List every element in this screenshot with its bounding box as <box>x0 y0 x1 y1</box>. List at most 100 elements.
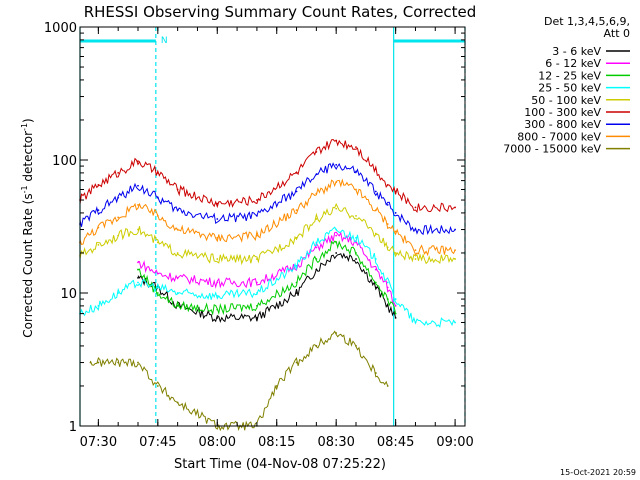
legend-label: 6 - 12 keV <box>545 57 601 70</box>
data-point <box>137 281 139 284</box>
data-point <box>216 308 219 311</box>
data-point <box>454 258 456 260</box>
data-point <box>97 209 100 212</box>
data-point <box>374 372 377 374</box>
data-point <box>256 304 258 307</box>
data-point <box>394 252 397 254</box>
data-point <box>156 214 159 217</box>
series-25-50keV <box>79 226 456 328</box>
series-line <box>79 226 456 328</box>
data-point <box>216 281 219 284</box>
y-axis-label-part: detector <box>21 131 35 186</box>
y-tick-label: 10 <box>60 287 77 302</box>
x-tick-label: 08:45 <box>377 435 414 450</box>
data-point <box>295 190 298 193</box>
x-tick-label: 08:15 <box>258 435 295 450</box>
data-point <box>295 209 298 212</box>
legend-label: 7000 - 15000 keV <box>503 143 601 156</box>
data-point <box>335 181 338 184</box>
chart-title: RHESSI Observing Summary Count Rates, Co… <box>84 3 477 21</box>
data-point <box>414 258 417 260</box>
series-line <box>137 240 397 316</box>
data-point <box>414 321 417 324</box>
y-axis-label: Corrected Count Rate (s-1 detector-1) <box>20 118 35 337</box>
data-point <box>156 272 159 275</box>
data-point <box>386 183 389 186</box>
data-point <box>315 241 318 244</box>
x-tick-label: 09:00 <box>436 435 473 450</box>
data-point <box>137 184 139 187</box>
data-point <box>394 190 397 193</box>
data-point <box>374 168 377 171</box>
data-point <box>137 160 139 163</box>
y-tick-label: 1 <box>69 420 77 435</box>
data-point <box>216 295 219 297</box>
data-point <box>355 252 357 254</box>
data-point <box>335 241 338 244</box>
data-point <box>117 234 120 237</box>
data-point <box>275 385 278 387</box>
data-point <box>156 171 159 174</box>
data-point <box>394 230 397 233</box>
data-point <box>355 188 357 191</box>
generation-timestamp: 15-Oct-2021 20:59 <box>560 468 636 477</box>
data-point <box>335 234 338 237</box>
data-point <box>295 171 298 174</box>
data-point <box>256 199 258 201</box>
data-point <box>156 241 159 244</box>
series-line <box>79 202 456 266</box>
data-point <box>97 361 100 364</box>
data-point <box>374 286 377 289</box>
data-point <box>355 214 357 217</box>
data-point <box>176 401 179 404</box>
data-point <box>156 385 159 387</box>
data-point <box>315 192 318 195</box>
data-point <box>89 361 92 364</box>
data-point <box>256 258 258 260</box>
series-line <box>89 330 389 432</box>
data-point <box>156 292 159 294</box>
data-point <box>315 151 318 153</box>
data-point <box>394 298 397 300</box>
series-12-25keV <box>137 240 397 316</box>
data-point <box>137 361 139 364</box>
data-point <box>256 234 258 237</box>
data-point <box>315 246 318 249</box>
data-point <box>176 188 179 191</box>
y-tick-label: 1000 <box>44 21 77 36</box>
series-line <box>137 231 397 307</box>
data-point <box>176 252 179 254</box>
series-100-300keV <box>79 138 456 213</box>
data-point <box>216 258 219 260</box>
data-point <box>386 203 389 206</box>
x-axis-label: Start Time (04-Nov-08 07:25:22) <box>174 457 386 472</box>
data-point <box>394 212 397 214</box>
x-tick-label: 07:30 <box>80 435 117 450</box>
data-point <box>355 146 357 149</box>
data-point <box>454 249 456 252</box>
x-tick-label: 07:45 <box>139 435 176 450</box>
y-axis-label-sup: -1 <box>20 123 29 131</box>
data-point <box>335 139 338 142</box>
data-point <box>137 276 139 279</box>
data-point <box>394 312 397 315</box>
data-point <box>414 206 417 209</box>
series-line <box>79 138 456 213</box>
data-point <box>97 226 100 229</box>
data-point <box>374 209 377 212</box>
data-point <box>454 321 456 324</box>
x-tick-label: 08:00 <box>199 435 236 450</box>
data-point <box>374 281 377 284</box>
data-point <box>414 228 417 231</box>
data-point <box>256 281 258 284</box>
y-axis-label-part: ) <box>21 118 35 123</box>
y-tick-label: 100 <box>52 154 77 169</box>
data-point <box>335 207 338 210</box>
series-50-100keV <box>79 202 456 266</box>
legend-label: 3 - 6 keV <box>552 45 601 58</box>
data-point <box>176 228 179 231</box>
data-point <box>335 252 338 254</box>
legend-label: 300 - 800 keV <box>524 118 601 131</box>
data-point <box>156 196 159 199</box>
series-800-7000keV <box>79 178 456 257</box>
